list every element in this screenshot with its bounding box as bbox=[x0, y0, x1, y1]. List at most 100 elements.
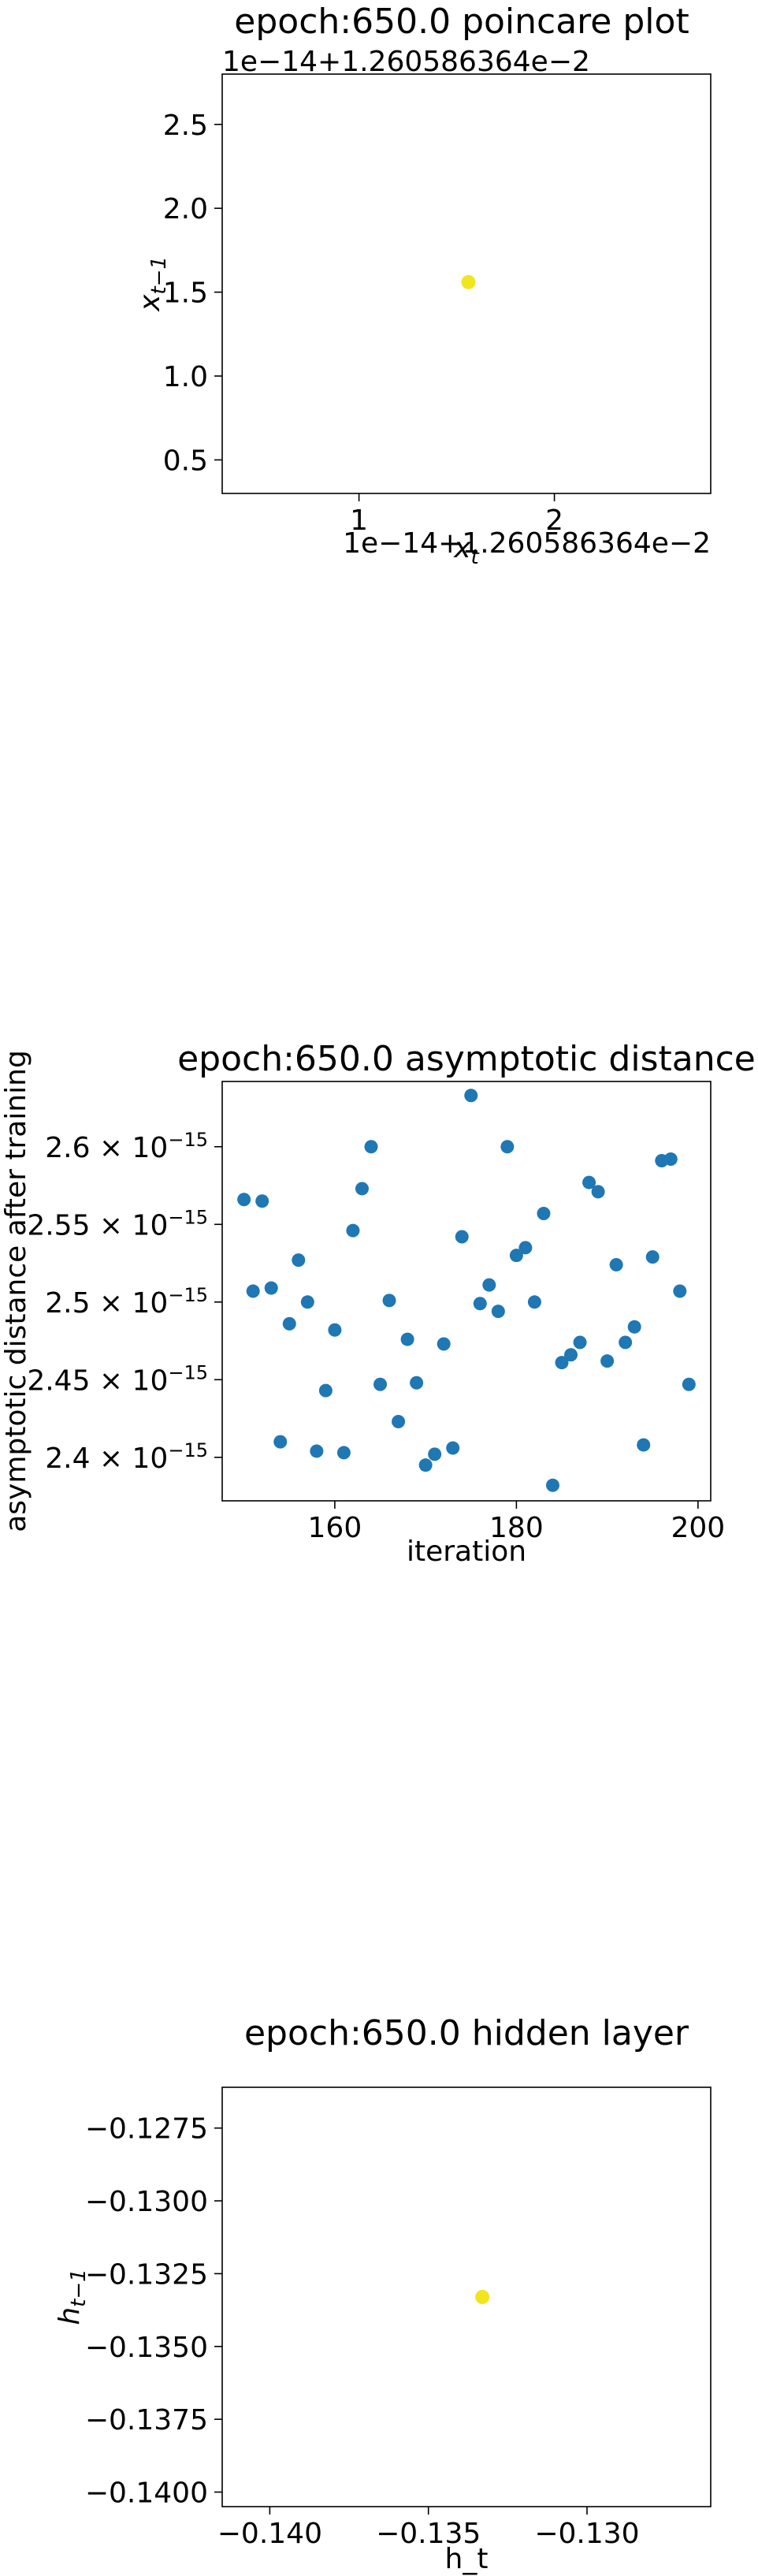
hidden-y-tick-label: −0.1350 bbox=[85, 2332, 208, 2364]
poincare-points bbox=[461, 274, 476, 289]
poincare-y-axis-label: xt−1 bbox=[134, 256, 171, 312]
asymptotic-data-point bbox=[673, 1284, 687, 1298]
hidden-layer-title: epoch:650.0 hidden layer bbox=[244, 2013, 689, 2053]
asymptotic-data-point bbox=[545, 1478, 559, 1492]
poincare-x-axis-subscript: t bbox=[471, 545, 480, 569]
poincare-y-axis-subscript: t−1 bbox=[147, 256, 171, 295]
asymptotic-data-point bbox=[346, 1223, 360, 1238]
asymptotic-data-point bbox=[292, 1253, 306, 1268]
asymptotic-data-point bbox=[318, 1383, 333, 1398]
asymptotic-data-point bbox=[428, 1447, 442, 1461]
asymptotic-data-point bbox=[410, 1375, 424, 1390]
asymptotic-distance-title: epoch:650.0 asymptotic distance bbox=[177, 1039, 756, 1079]
poincare-data-point bbox=[461, 274, 476, 289]
asymptotic-points bbox=[237, 1089, 696, 1492]
asymptotic-x-tick-label: 200 bbox=[671, 1512, 726, 1544]
asymptotic-data-point bbox=[555, 1356, 569, 1370]
asymptotic-data-point bbox=[619, 1335, 633, 1349]
asymptotic-data-point bbox=[282, 1316, 296, 1331]
asymptotic-data-point bbox=[509, 1249, 523, 1263]
asymptotic-data-point bbox=[627, 1320, 641, 1334]
asymptotic-x-ticks: 160 180 200 bbox=[308, 1501, 726, 1544]
asymptotic-y-tick-label: 2.6 × 10−15 bbox=[45, 1129, 208, 1164]
asymptotic-x-tick-label: 180 bbox=[489, 1512, 544, 1544]
asymptotic-y-tick-exponent: −15 bbox=[168, 1206, 208, 1228]
asymptotic-y-ticks: 2.4 × 10−152.45 × 10−152.5 × 10−152.55 ×… bbox=[27, 1129, 222, 1475]
hidden-plot-area bbox=[221, 2086, 712, 2507]
asymptotic-data-point bbox=[527, 1295, 541, 1309]
asymptotic-data-point bbox=[682, 1377, 696, 1391]
hidden-x-tick-label: −0.130 bbox=[534, 2518, 639, 2550]
asymptotic-data-point bbox=[310, 1444, 324, 1458]
asymptotic-data-point bbox=[246, 1284, 260, 1298]
hidden-data-point bbox=[475, 2290, 490, 2304]
asymptotic-data-point bbox=[518, 1241, 533, 1255]
poincare-x-tick-label: 2 bbox=[545, 504, 563, 537]
asymptotic-y-tick-exponent: −15 bbox=[168, 1284, 208, 1306]
asymptotic-data-point bbox=[400, 1332, 414, 1346]
asymptotic-y-tick-exponent: −15 bbox=[168, 1361, 208, 1383]
asymptotic-data-point bbox=[491, 1305, 505, 1319]
hidden-x-axis-label: h_t bbox=[445, 2543, 489, 2575]
asymptotic-data-point bbox=[364, 1140, 378, 1154]
asymptotic-data-point bbox=[264, 1281, 278, 1295]
asymptotic-x-axis-label: iteration bbox=[407, 1536, 526, 1568]
asymptotic-data-point bbox=[273, 1435, 288, 1449]
asymptotic-data-point bbox=[382, 1294, 396, 1308]
asymptotic-data-point bbox=[473, 1297, 487, 1311]
asymptotic-plot-area bbox=[221, 1081, 712, 1502]
hidden-x-tick-label: −0.140 bbox=[217, 2518, 322, 2550]
hidden-x-tick-label: −0.135 bbox=[376, 2518, 481, 2550]
asymptotic-data-point bbox=[336, 1446, 351, 1460]
asymptotic-data-point bbox=[455, 1230, 469, 1244]
asymptotic-y-tick-mantissa: 2.4 × 10 bbox=[45, 1442, 168, 1475]
asymptotic-data-point bbox=[255, 1194, 269, 1208]
asymptotic-data-point bbox=[645, 1250, 660, 1264]
asymptotic-data-point bbox=[600, 1354, 615, 1368]
asymptotic-data-point bbox=[446, 1441, 460, 1455]
asymptotic-y-tick-exponent: −15 bbox=[168, 1439, 208, 1461]
poincare-x-tick-label: 1 bbox=[350, 504, 368, 537]
hidden-y-tick-label: −0.1375 bbox=[85, 2404, 208, 2436]
asymptotic-y-tick-label: 2.4 × 10−15 bbox=[45, 1439, 208, 1475]
poincare-y-tick-label: 2.5 bbox=[163, 110, 208, 142]
asymptotic-data-point bbox=[609, 1258, 623, 1272]
asymptotic-y-tick-label: 2.5 × 10−15 bbox=[45, 1284, 208, 1320]
asymptotic-data-point bbox=[663, 1152, 678, 1167]
asymptotic-y-tick-label: 2.45 × 10−15 bbox=[27, 1361, 208, 1397]
hidden-points bbox=[475, 2290, 490, 2304]
asymptotic-data-point bbox=[564, 1348, 578, 1362]
poincare-plot-title: epoch:650.0 poincare plot bbox=[234, 2, 689, 42]
asymptotic-y-tick-mantissa: 2.6 × 10 bbox=[45, 1132, 168, 1164]
hidden-y-tick-label: −0.1400 bbox=[85, 2477, 208, 2510]
asymptotic-data-point bbox=[237, 1193, 251, 1207]
asymptotic-data-point bbox=[437, 1337, 451, 1351]
poincare-y-offset-label: 1e−14+1.260586364e−2 bbox=[222, 46, 590, 78]
asymptotic-y-axis-label: asymptotic distance after training bbox=[0, 1050, 32, 1532]
asymptotic-data-point bbox=[373, 1377, 388, 1391]
asymptotic-data-point bbox=[300, 1295, 314, 1309]
poincare-y-tick-label: 0.5 bbox=[163, 445, 208, 477]
asymptotic-data-point bbox=[637, 1438, 651, 1452]
asymptotic-x-tick-label: 160 bbox=[308, 1512, 362, 1544]
asymptotic-data-point bbox=[582, 1175, 596, 1189]
hidden-layer-chart: epoch:650.0 hidden layer −0.1400 −0.1375 −… bbox=[54, 2013, 712, 2575]
poincare-x-offset-label: 1e−14+1.260586364e−2 bbox=[343, 527, 711, 560]
asymptotic-data-point bbox=[328, 1323, 342, 1337]
asymptotic-data-point bbox=[482, 1278, 496, 1292]
poincare-plot-area bbox=[221, 73, 712, 494]
asymptotic-data-point bbox=[573, 1335, 587, 1349]
poincare-y-ticks: 0.5 1.0 1.5 2.0 2.5 bbox=[163, 110, 222, 477]
asymptotic-data-point bbox=[418, 1458, 433, 1472]
asymptotic-data-point bbox=[392, 1415, 406, 1429]
asymptotic-y-tick-mantissa: 2.5 × 10 bbox=[45, 1287, 168, 1320]
hidden-y-tick-label: −0.1275 bbox=[85, 2113, 208, 2146]
hidden-y-axis-label: ht−1 bbox=[54, 2269, 91, 2325]
asymptotic-y-tick-mantissa: 2.55 × 10 bbox=[27, 1209, 168, 1241]
asymptotic-data-point bbox=[537, 1206, 551, 1220]
poincare-y-tick-label: 1.0 bbox=[163, 361, 208, 393]
poincare-y-tick-label: 2.0 bbox=[163, 193, 208, 225]
asymptotic-y-tick-mantissa: 2.45 × 10 bbox=[27, 1364, 168, 1397]
hidden-y-ticks: −0.1400 −0.1375 −0.1350 −0.1325 −0.1300 −0.12… bbox=[85, 2113, 222, 2510]
